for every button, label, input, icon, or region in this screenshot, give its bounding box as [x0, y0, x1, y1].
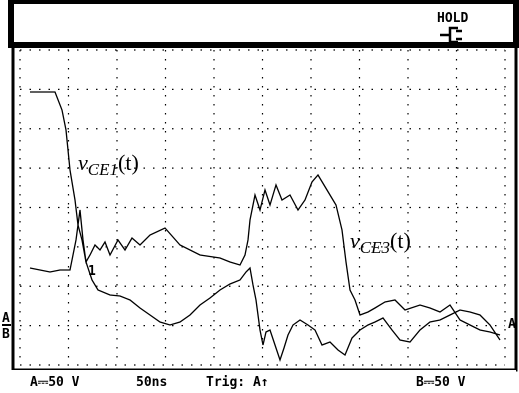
- channel-a-scale: A⎓50 V: [30, 375, 80, 390]
- trigger: Trig: A↑: [206, 375, 269, 390]
- scope-screen: HOLD vCE1(t) vCE3(t) A B 1 A A⎓50 V 50ns…: [0, 0, 519, 393]
- trace2-suffix: (t): [390, 228, 411, 253]
- channel-b-scale: B⎓50 V: [416, 375, 466, 390]
- marker-a-left: A: [2, 311, 10, 326]
- trigger-marker: 1: [88, 264, 96, 279]
- trace1-symbol: v: [78, 150, 88, 175]
- trace2-subscript: CE3: [360, 238, 390, 257]
- trace1-suffix: (t): [118, 150, 139, 175]
- trace2-symbol: v: [350, 228, 360, 253]
- timebase: 50ns: [136, 375, 167, 390]
- hold-status: HOLD: [437, 11, 468, 26]
- marker-a-right: A: [508, 317, 516, 332]
- trace1-subscript: CE1: [88, 160, 118, 179]
- background: [0, 0, 519, 393]
- marker-b-left: B: [2, 327, 10, 342]
